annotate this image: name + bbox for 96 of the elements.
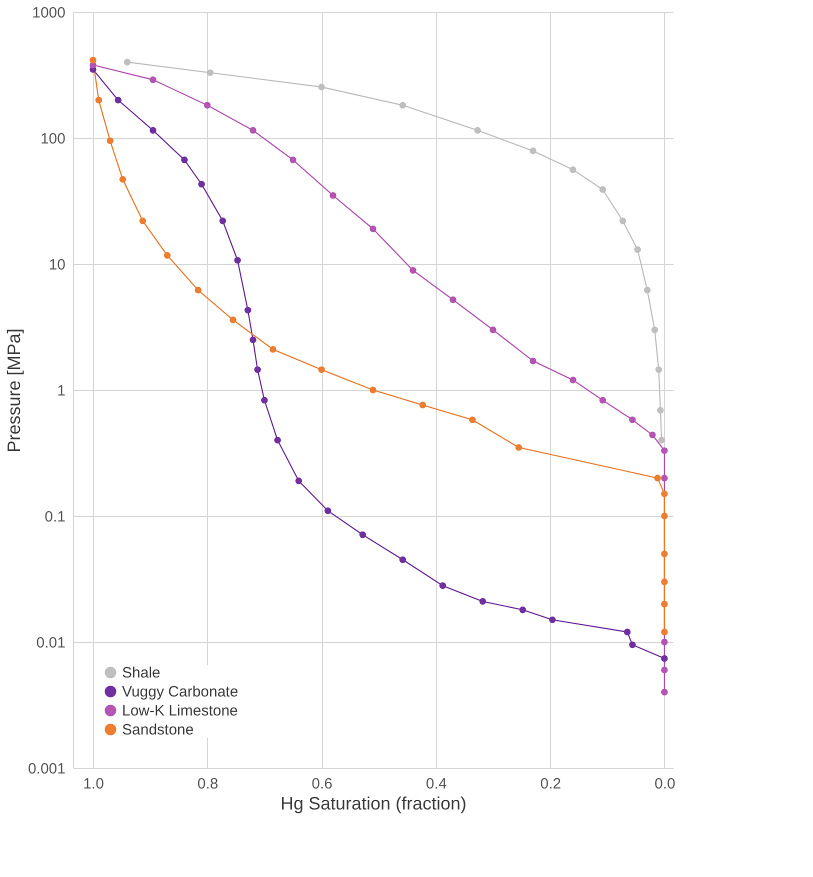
y-tick-label: 10	[48, 256, 66, 274]
point	[206, 69, 214, 76]
point	[549, 616, 556, 624]
point	[234, 256, 241, 264]
point	[599, 186, 606, 193]
legend-label: Sandstone	[122, 722, 194, 738]
point	[661, 578, 668, 586]
point	[661, 688, 668, 696]
point	[661, 638, 668, 646]
point	[150, 127, 156, 134]
point	[198, 180, 205, 188]
point	[661, 447, 668, 454]
x-tick-label: 0.0	[654, 776, 676, 792]
point	[530, 358, 536, 364]
point	[439, 582, 446, 590]
point	[164, 252, 171, 259]
point	[530, 148, 536, 154]
point	[119, 176, 126, 183]
x-tick-label: 0.2	[540, 776, 562, 792]
point	[419, 402, 426, 408]
point	[661, 490, 668, 498]
point	[654, 474, 661, 482]
x-tick-label: 0.8	[197, 776, 218, 792]
point	[649, 432, 656, 438]
point	[370, 386, 376, 394]
point	[124, 58, 131, 66]
point	[661, 474, 668, 482]
point	[629, 416, 636, 424]
legend-label: Low-K Limestone	[122, 702, 238, 720]
point	[619, 218, 626, 224]
x-tick-label: 0.4	[426, 776, 447, 792]
point	[359, 531, 366, 538]
point	[661, 550, 668, 558]
point	[644, 286, 651, 294]
point	[474, 127, 481, 134]
point	[330, 192, 336, 199]
point	[181, 156, 188, 164]
point	[399, 102, 406, 109]
point	[244, 306, 252, 314]
point	[106, 137, 114, 144]
point	[450, 296, 456, 304]
point	[634, 246, 641, 253]
point	[657, 406, 664, 414]
y-axis-title: Pressure [MPa]	[4, 328, 24, 453]
point	[624, 628, 631, 636]
point	[570, 376, 576, 384]
point	[250, 127, 256, 134]
point	[139, 218, 146, 224]
point	[629, 641, 636, 648]
point	[318, 366, 325, 374]
point	[599, 396, 606, 404]
point	[261, 396, 268, 404]
point	[150, 76, 156, 84]
point	[661, 600, 668, 608]
point	[230, 316, 236, 324]
point	[254, 366, 261, 374]
y-tick-label: 1000	[32, 4, 66, 22]
point	[410, 267, 416, 274]
point	[274, 436, 281, 444]
point	[90, 56, 96, 64]
point	[479, 598, 486, 605]
y-tick-label: 0.01	[36, 634, 66, 652]
point	[655, 366, 662, 374]
point	[658, 436, 665, 444]
point	[250, 336, 256, 344]
point	[295, 478, 302, 484]
point	[519, 606, 526, 614]
point	[370, 226, 376, 232]
point	[661, 655, 668, 662]
legend-label: Shale	[122, 664, 160, 682]
point	[490, 326, 496, 334]
point	[515, 444, 522, 451]
x-tick-label: 0.6	[312, 776, 332, 792]
point	[95, 96, 102, 104]
point	[219, 218, 226, 224]
y-tick-label: 0.1	[44, 508, 66, 526]
point	[290, 156, 296, 164]
point	[651, 326, 658, 334]
point	[469, 416, 476, 424]
point	[114, 96, 122, 104]
y-tick-label: 1	[57, 382, 66, 400]
point	[570, 166, 576, 174]
x-tick-label: 1.0	[83, 776, 104, 792]
legend-label: Vuggy Carbonate	[122, 684, 238, 700]
point	[661, 666, 668, 674]
point	[661, 628, 668, 636]
y-tick-label: 100	[40, 130, 66, 148]
x-axis-title: Hg Saturation (fraction)	[280, 794, 467, 814]
y-tick-label: 0.001	[28, 760, 66, 778]
point	[204, 102, 211, 109]
point	[661, 512, 668, 520]
point	[318, 84, 325, 90]
point	[324, 507, 332, 514]
point	[270, 346, 276, 353]
point	[194, 286, 202, 294]
point	[399, 556, 406, 564]
